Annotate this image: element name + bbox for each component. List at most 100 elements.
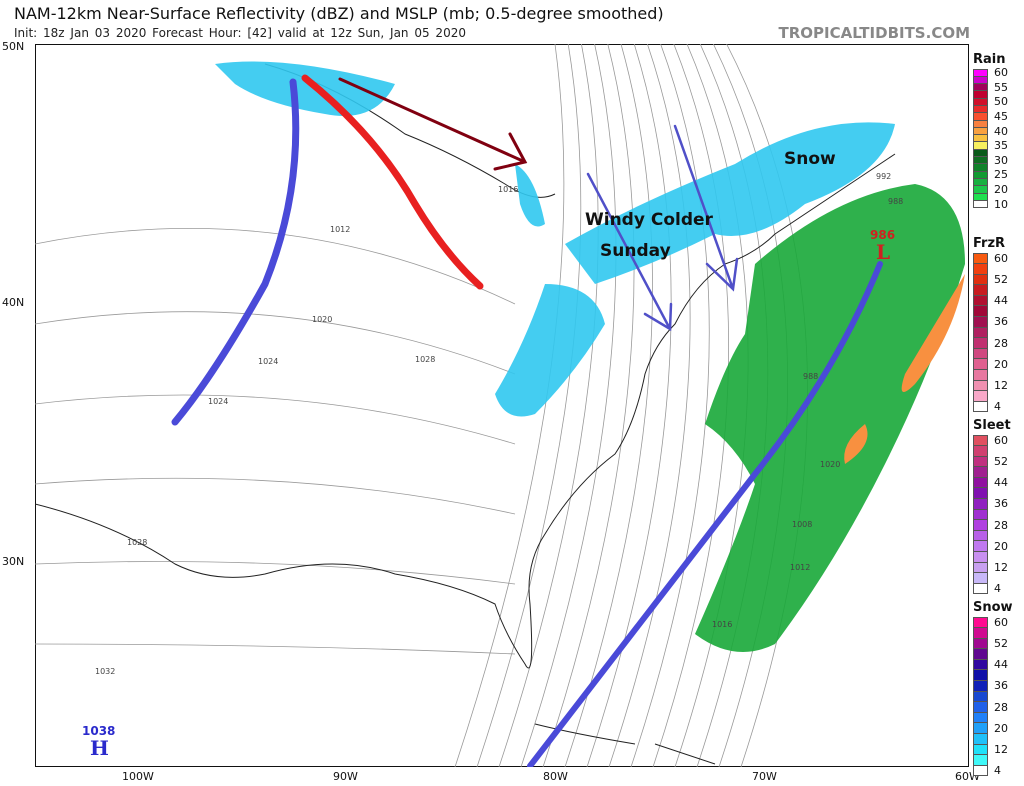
isobar-line [630,44,710,767]
precip-snow [215,61,895,417]
legend-rain: Rain 60 55 50 45 40 35 30 25 20 10 [973,52,1023,211]
legend-value: 12 [994,560,1008,574]
legend-swatch: 36 [973,315,1023,328]
legend-title: Snow [973,600,1013,615]
legend-swatch: 36 [973,679,1023,693]
lon-label: 70W [752,770,777,783]
isobar-label: 1008 [792,520,813,529]
legend-value: 4 [994,400,1001,414]
legend-value: 44 [994,476,1008,490]
annotation-sunday: Sunday [600,241,671,261]
isobar-label: 1024 [208,397,229,406]
lon-label: 80W [543,770,568,783]
brand-watermark: TROPICALTIDBITS.COM [778,24,971,42]
legend-value: 45 [994,109,1008,123]
legend-value: 60 [994,66,1008,80]
legend-value: 55 [994,80,1008,94]
weather-map [35,44,969,767]
isobar-label: 1016 [712,620,733,629]
legend-value: 20 [994,357,1008,371]
isobar-label: 1024 [258,357,279,366]
map-title: NAM-12km Near-Surface Reflectivity (dBZ)… [14,4,664,23]
isobar-line [498,44,599,767]
isobar-label: 1028 [127,538,148,547]
legend-swatch: 12 [973,378,1023,392]
legend-value: 20 [994,539,1008,553]
isobar-line [542,44,635,767]
legend-swatch: 28 [973,518,1023,532]
legend-swatch: 20 [973,721,1023,735]
precip-rain [695,184,965,652]
isobar-line [564,44,653,767]
isobar-label: 1012 [790,563,811,572]
legend-value: 40 [994,124,1008,138]
legend-value: 4 [994,582,1001,596]
lon-label: 90W [333,770,358,783]
isobar-label: 1012 [330,225,351,234]
legend-swatch: 12 [973,560,1023,574]
legend-swatch: 4 [973,764,1023,778]
lat-label: 40N [2,296,25,309]
legend-value: 10 [994,197,1008,211]
legend-swatch: 44 [973,476,1023,490]
legend-swatch: 28 [973,700,1023,714]
legend-title: Rain [973,52,1006,67]
legend-swatch: 60 [973,433,1023,447]
legend-value: 50 [994,95,1008,109]
isobar-line [35,394,516,445]
isobar-label: 1020 [312,315,333,324]
legend-swatch: 52 [973,273,1023,286]
legend-swatch: 36 [973,497,1023,511]
legend-title: Sleet [973,418,1011,433]
legend-value: 20 [994,721,1008,735]
legend-value: 35 [994,139,1008,153]
legend-swatch: 20 [973,357,1023,371]
legend-value: 12 [994,378,1008,392]
legend-swatch: 20 [973,539,1023,553]
legend-value: 20 [994,182,1008,196]
legend-value: 28 [994,336,1008,350]
legend-swatch: 52 [973,636,1023,650]
isobar-line [35,477,516,515]
map-subtitle: Init: 18z Jan 03 2020 Forecast Hour: [42… [14,26,466,40]
annotation-windy-colder: Windy Colder [585,210,713,230]
legend-swatch: 52 [973,454,1023,468]
legend-value: 44 [994,658,1008,672]
legend-value: 25 [994,168,1008,182]
legend-value: 60 [994,615,1008,629]
isobar-line [608,44,691,767]
legend-value: 4 [994,764,1001,778]
legend-swatch: 4 [973,582,1023,596]
legend-value: 28 [994,700,1008,714]
isobar-label: 988 [803,372,819,381]
lon-label: 100W [122,770,154,783]
legend-value: 28 [994,518,1008,532]
high-pressure-marker: H [90,736,109,760]
isobar-line [520,44,617,767]
isobar-label: 992 [876,172,892,181]
legend-swatch: 44 [973,294,1023,308]
legend-swatch: 44 [973,658,1023,672]
lat-label: 50N [2,40,25,53]
legend-value: 44 [994,294,1008,308]
isobar-label: 1032 [95,667,116,676]
legend-value: 60 [994,433,1008,447]
legend-swatch: 10 [973,198,1023,211]
legend-title: FrzR [973,236,1006,251]
high-pressure-value: 1038 [82,724,116,738]
legend-value: 30 [994,153,1008,167]
legend-value: 12 [994,742,1008,756]
lat-label: 30N [2,555,25,568]
legend-value: 36 [994,679,1008,693]
legend-value: 52 [994,454,1008,468]
legend-swatch: 12 [973,742,1023,756]
annotation-snow: Snow [784,149,836,169]
legend-frzr: FrzR 60 52 44 36 28 20 12 4 [973,236,1023,414]
legend-value: 36 [994,497,1008,511]
annotation-lines [171,74,883,767]
legend-value: 52 [994,636,1008,650]
isobar-label: 1016 [498,185,519,194]
isobar-line [35,561,516,585]
precip-heavy [844,274,965,464]
legend-swatch: 28 [973,336,1023,350]
